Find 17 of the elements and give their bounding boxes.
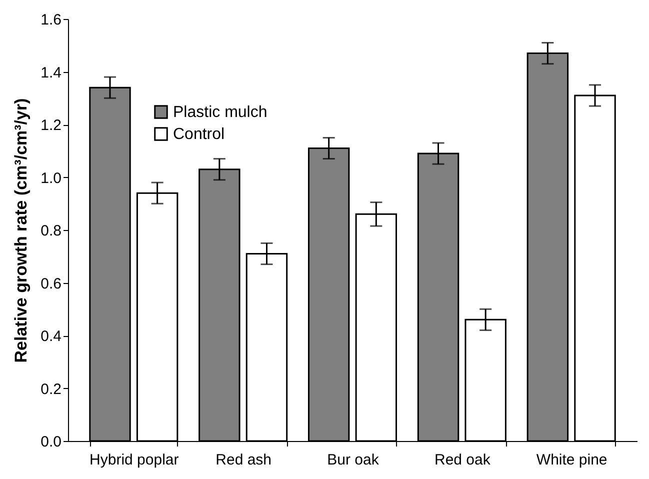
y-tick-label: 1.4 [40,64,62,82]
x-tick-label: White pine [536,452,608,468]
y-tick-label: 1.0 [40,170,62,187]
y-tick-label: 0.2 [40,380,62,398]
y-tick-label: 1.2 [40,117,62,134]
y-tick-label: 1.6 [40,12,62,28]
legend-label: Control [173,126,225,143]
x-tick-label: Hybrid poplar [90,452,179,468]
y-tick-label: 0.6 [40,275,62,292]
y-axis-title: Relative growth rate (cm³/cm³/yr) [12,98,31,363]
y-tick-label: 0.8 [40,222,62,240]
y-tick-label: 0.4 [40,328,62,345]
x-tick-label: Bur oak [327,452,380,468]
x-tick-label: Red oak [434,452,491,468]
x-tick-label: Red ash [216,452,272,468]
legend-label: Plastic mulch [173,104,268,121]
y-tick-label: 0.0 [40,434,62,450]
